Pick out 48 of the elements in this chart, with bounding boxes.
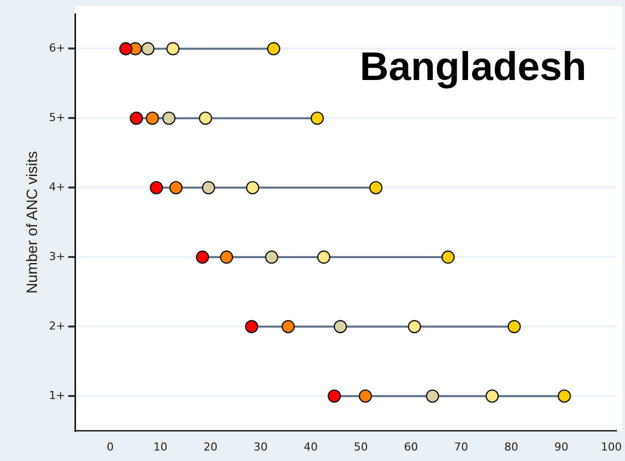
point <box>486 389 499 403</box>
point <box>408 320 422 334</box>
x-tick-label: 70 <box>454 440 468 454</box>
point <box>196 250 210 264</box>
point <box>558 389 571 403</box>
point <box>146 112 159 125</box>
x-tick-label: 30 <box>254 440 268 454</box>
point <box>246 181 260 194</box>
point <box>317 250 330 264</box>
point <box>441 250 455 264</box>
y-tick-label: 3+ <box>48 250 66 263</box>
point <box>220 250 234 264</box>
x-tick-label: 50 <box>354 440 368 454</box>
y-tick-label: 5+ <box>48 111 66 124</box>
x-tick-label: 80 <box>504 440 518 454</box>
point <box>162 112 176 125</box>
y-tick-label: 6+ <box>48 42 66 55</box>
y-tick-label: 1+ <box>48 388 66 402</box>
point <box>426 389 440 403</box>
point <box>282 320 295 334</box>
point <box>169 181 183 194</box>
point <box>369 181 382 194</box>
y-axis-title: Number of ANC visits <box>24 151 42 294</box>
point <box>202 181 216 194</box>
point <box>328 389 341 403</box>
point <box>508 320 521 334</box>
point <box>141 42 154 56</box>
point <box>198 112 212 125</box>
point <box>150 181 163 194</box>
point <box>310 112 324 125</box>
x-tick-label: 60 <box>404 440 418 454</box>
point <box>119 42 132 56</box>
x-tick-label: 10 <box>153 440 168 454</box>
point <box>265 250 278 264</box>
y-tick-label: 4+ <box>48 180 66 194</box>
x-tick-label: 0 <box>106 440 114 454</box>
y-tick-label: 2+ <box>48 319 66 332</box>
point <box>245 320 258 334</box>
point <box>358 389 372 403</box>
text: Bangladesh <box>360 45 586 90</box>
x-tick-label: 90 <box>554 440 568 454</box>
point <box>267 42 280 56</box>
x-tick-label: 100 <box>600 440 622 454</box>
point <box>166 42 180 56</box>
point <box>334 320 347 334</box>
point <box>130 112 143 125</box>
x-tick-label: 40 <box>304 440 318 454</box>
x-tick-label: 20 <box>204 440 218 454</box>
